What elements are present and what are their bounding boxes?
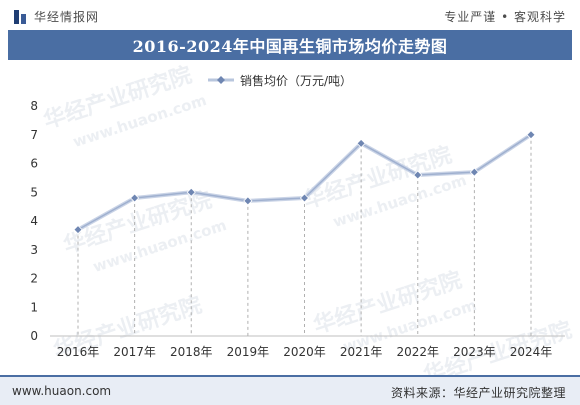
series-line-halo xyxy=(77,133,533,232)
data-point-marker xyxy=(130,193,140,203)
x-tick-label: 2018年 xyxy=(170,345,213,359)
x-tick-label: 2020年 xyxy=(283,345,326,359)
y-axis: 0 1 2 3 4 5 6 7 8 xyxy=(30,99,38,343)
y-tick-label: 0 xyxy=(30,329,38,343)
x-tick-label: 2019年 xyxy=(227,345,270,359)
brand-name: 华经情报网 xyxy=(34,10,100,24)
data-point-marker xyxy=(299,193,310,203)
drop-lines xyxy=(77,134,532,336)
bar-logo-icon xyxy=(14,9,28,24)
data-point-marker xyxy=(73,225,83,235)
x-axis: 2016年 2017年 2018年 2019年 2020年 2021年 2022年 2023年… xyxy=(57,345,553,359)
legend-label: 销售均价（万元/吨） xyxy=(240,73,352,88)
y-tick-label: 3 xyxy=(30,243,38,257)
data-point-marker xyxy=(243,196,253,206)
legend: 销售均价（万元/吨） xyxy=(208,73,352,88)
x-tick-label: 2022年 xyxy=(396,345,439,359)
y-tick-label: 5 xyxy=(30,185,38,199)
legend-marker-swatch xyxy=(217,76,225,84)
x-tick-label: 2017年 xyxy=(113,345,156,359)
series-销售均价 xyxy=(73,130,536,235)
y-tick-label: 4 xyxy=(30,214,38,228)
series-line xyxy=(77,134,532,231)
footer: www.huaon.com 资料来源：华经产业研究院整理 xyxy=(0,375,580,405)
y-tick-label: 8 xyxy=(30,99,38,113)
brand: 华经情报网 xyxy=(14,8,99,25)
footer-site: www.huaon.com xyxy=(12,384,112,398)
title-bar: 2016-2024年中国再生铜市场均价走势图 xyxy=(8,30,572,60)
chart-title: 2016-2024年中国再生铜市场均价走势图 xyxy=(132,37,448,56)
data-point-marker xyxy=(526,130,536,140)
x-tick-label: 2024年 xyxy=(510,345,553,359)
data-point-marker xyxy=(469,167,479,177)
data-point-marker xyxy=(356,138,366,148)
footer-source: 资料来源：华经产业研究院整理 xyxy=(390,386,566,400)
top-bar: 华经情报网 专业严谨 • 客观科学 xyxy=(0,0,580,30)
y-tick-label: 6 xyxy=(30,157,38,171)
x-tick-label: 2021年 xyxy=(340,345,383,359)
x-tick-label: 2016年 xyxy=(57,345,100,359)
slogan: 专业严谨 • 客观科学 xyxy=(444,10,566,24)
y-tick-label: 1 xyxy=(30,300,38,314)
x-tick-label: 2023年 xyxy=(453,345,496,359)
data-point-marker xyxy=(413,170,423,180)
y-tick-label: 2 xyxy=(30,272,38,286)
data-point-marker xyxy=(186,187,196,197)
y-tick-label: 7 xyxy=(30,128,38,142)
